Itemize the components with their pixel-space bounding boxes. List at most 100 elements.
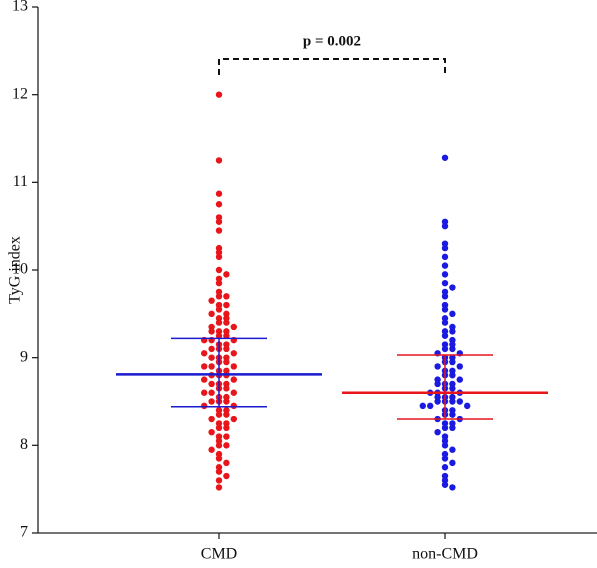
data-point [223, 420, 230, 427]
data-point [223, 433, 230, 440]
data-point [223, 442, 230, 449]
x-tick-label: CMD [201, 546, 237, 563]
data-point [441, 306, 449, 313]
data-point [208, 297, 215, 304]
data-point [230, 376, 237, 383]
data-point [215, 468, 223, 475]
x-tick-label: non-CMD [412, 546, 478, 563]
y-tick-label: 10 [12, 261, 28, 278]
data-point [223, 332, 230, 339]
data-point [223, 407, 230, 414]
data-point [208, 345, 215, 353]
data-point [441, 288, 449, 296]
data-point [223, 345, 230, 353]
data-point [441, 477, 449, 484]
data-point [223, 310, 230, 318]
data-point [215, 315, 223, 322]
data-point [449, 323, 456, 331]
data-point [449, 407, 456, 414]
y-tick-label: 8 [20, 436, 28, 453]
data-point [215, 293, 223, 300]
data-point [223, 271, 230, 278]
data-point [230, 415, 237, 423]
data-point [215, 464, 223, 471]
data-point [208, 428, 215, 436]
data-point [215, 477, 223, 484]
data-point [201, 376, 208, 383]
data-point [215, 433, 223, 440]
data-point [215, 253, 223, 261]
data-point [230, 363, 237, 370]
data-point [449, 328, 456, 335]
data-point [223, 385, 230, 392]
data-point [441, 253, 449, 261]
y-tick-label: 9 [20, 348, 28, 365]
data-point [215, 420, 223, 427]
data-point [449, 354, 456, 361]
data-point [441, 319, 449, 326]
data-point [449, 380, 456, 388]
data-point [449, 424, 456, 431]
data-point [223, 315, 230, 322]
data-point [223, 358, 230, 366]
significance-bracket [218, 58, 446, 75]
data-point [449, 341, 456, 348]
data-point [441, 328, 449, 335]
data-point [441, 481, 449, 488]
data-point [449, 420, 456, 427]
data-point [441, 315, 449, 322]
data-point [208, 398, 215, 405]
data-point [441, 262, 449, 269]
data-point [441, 424, 449, 431]
data-point [201, 402, 208, 410]
data-point [223, 411, 230, 418]
data-point [215, 328, 223, 335]
data-point [441, 437, 449, 445]
data-point [215, 275, 223, 282]
data-point [215, 306, 223, 313]
y-tick-label: 13 [12, 0, 28, 15]
data-point [215, 455, 223, 462]
data-point [441, 154, 449, 161]
data-point [215, 301, 223, 309]
data-point [449, 310, 456, 318]
data-point [215, 279, 223, 287]
data-point [434, 398, 441, 405]
data-point [230, 402, 237, 410]
data-point [434, 363, 441, 370]
data-point [441, 345, 449, 353]
y-axis-label: TyG index [7, 236, 24, 304]
data-point [208, 328, 215, 335]
data-point [223, 341, 230, 348]
data-point [434, 380, 441, 388]
data-point [456, 363, 463, 370]
data-point [215, 424, 223, 431]
data-point [449, 385, 456, 392]
data-point [223, 424, 230, 431]
data-point [223, 393, 230, 401]
data-point [215, 450, 223, 458]
data-point [449, 284, 456, 291]
data-point [434, 376, 441, 383]
data-point [427, 402, 434, 410]
data-point [449, 345, 456, 353]
data-point [441, 464, 449, 471]
data-point [441, 271, 449, 278]
data-point [215, 201, 223, 208]
data-point [215, 442, 223, 449]
data-point [441, 244, 449, 252]
data-point [441, 222, 449, 230]
data-point [464, 402, 471, 410]
data-point [449, 367, 456, 375]
data-point [419, 402, 426, 410]
data-point [208, 380, 215, 388]
data-point [441, 240, 449, 247]
data-point [223, 319, 230, 326]
data-point [449, 398, 456, 405]
data-point [449, 484, 456, 491]
data-point [441, 301, 449, 309]
data-point [215, 157, 223, 164]
data-point [208, 323, 215, 331]
data-point [208, 363, 215, 370]
